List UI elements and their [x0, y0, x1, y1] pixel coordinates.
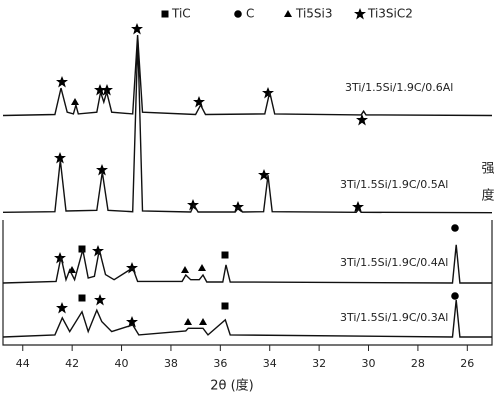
legend-label: C — [246, 7, 254, 21]
legend: TiC C Ti5Si3 Ti3SiC2 — [161, 7, 413, 21]
legend-marker — [234, 10, 242, 18]
series-label: 3Ti/1.5Si/1.9C/0.3Al — [340, 311, 448, 324]
x-tick-label: 40 — [115, 357, 129, 370]
x-tick-label: 38 — [164, 357, 178, 370]
series-line — [2, 35, 493, 117]
series-line — [2, 300, 492, 338]
legend-label: TiC — [171, 7, 191, 21]
x-tick-label: 44 — [16, 357, 30, 370]
x-tick-label: 26 — [460, 357, 474, 370]
legend-marker — [284, 10, 292, 17]
series-line — [2, 244, 492, 284]
series-label: 3Ti/1.5Si/1.9C/0.5Al — [340, 178, 448, 191]
series-line — [2, 39, 493, 214]
series-label: 3Ti/1.5Si/1.9C/0.4Al — [340, 256, 448, 269]
series-label: 3Ti/1.5Si/1.9C/0.6Al — [345, 81, 453, 94]
y-axis-label: 强度 — [479, 161, 495, 215]
legend-label: Ti5Si3 — [295, 7, 333, 21]
legend-marker — [354, 8, 366, 20]
x-tick-label: 36 — [213, 357, 227, 370]
x-axis-label: 2θ (度) — [210, 378, 254, 394]
x-tick-label: 32 — [312, 357, 326, 370]
legend-label: Ti3SiC2 — [367, 7, 413, 21]
x-tick-label: 30 — [362, 357, 376, 370]
x-tick-label: 28 — [411, 357, 425, 370]
x-tick-label: 42 — [65, 357, 79, 370]
legend-marker — [161, 10, 169, 18]
x-tick-label: 34 — [263, 357, 277, 370]
